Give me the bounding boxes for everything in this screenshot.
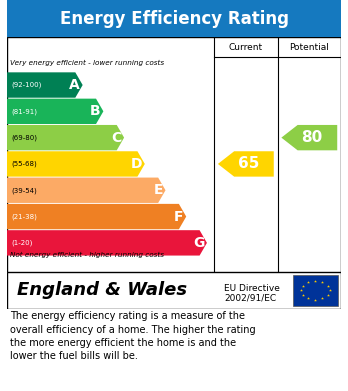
Polygon shape: [7, 178, 166, 203]
Polygon shape: [7, 204, 186, 229]
Text: 2002/91/EC: 2002/91/EC: [224, 294, 276, 303]
Text: Very energy efficient - lower running costs: Very energy efficient - lower running co…: [10, 59, 164, 66]
Text: Energy Efficiency Rating: Energy Efficiency Rating: [60, 9, 288, 28]
Text: The energy efficiency rating is a measure of the
overall efficiency of a home. T: The energy efficiency rating is a measur…: [10, 311, 256, 361]
Text: EU Directive: EU Directive: [224, 284, 280, 293]
Text: (55-68): (55-68): [11, 161, 37, 167]
Text: (1-20): (1-20): [11, 240, 32, 246]
Polygon shape: [218, 151, 274, 177]
Text: 80: 80: [301, 130, 323, 145]
Polygon shape: [7, 99, 103, 124]
Text: Potential: Potential: [290, 43, 329, 52]
Bar: [293, 275, 338, 306]
Text: D: D: [130, 157, 142, 171]
Polygon shape: [7, 125, 124, 150]
Text: G: G: [193, 236, 204, 250]
Text: Not energy efficient - higher running costs: Not energy efficient - higher running co…: [10, 251, 164, 258]
Text: B: B: [90, 104, 101, 118]
Polygon shape: [7, 72, 83, 98]
Text: A: A: [69, 78, 80, 92]
Text: (81-91): (81-91): [11, 108, 37, 115]
Text: (69-80): (69-80): [11, 135, 37, 141]
Polygon shape: [7, 230, 207, 256]
Text: C: C: [111, 131, 121, 145]
Text: (92-100): (92-100): [11, 82, 41, 88]
Polygon shape: [7, 151, 145, 177]
Text: Current: Current: [229, 43, 263, 52]
Text: England & Wales: England & Wales: [17, 281, 187, 300]
Text: 65: 65: [238, 156, 259, 171]
Polygon shape: [282, 125, 337, 150]
Text: (21-38): (21-38): [11, 213, 37, 220]
Text: F: F: [174, 210, 183, 224]
Text: (39-54): (39-54): [11, 187, 37, 194]
Text: E: E: [153, 183, 163, 197]
